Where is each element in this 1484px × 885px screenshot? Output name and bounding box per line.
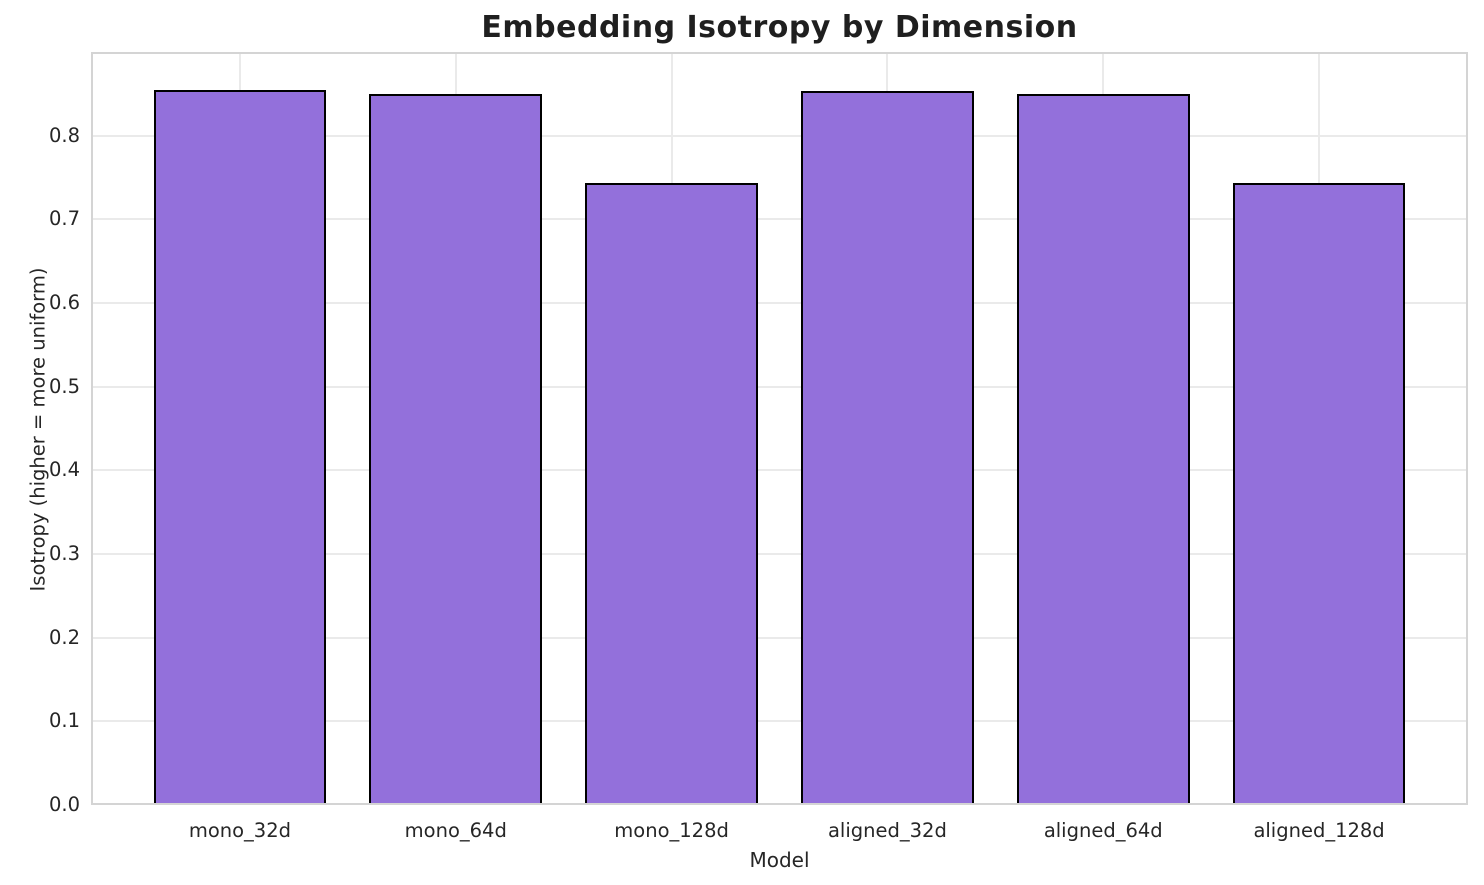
y-tick-0.2: 0.2 [48,625,80,649]
x-tick-mono_32d: mono_32d [188,819,291,842]
bar-aligned_32d [801,90,974,805]
y-tick-0.7: 0.7 [48,207,80,231]
x-tick-aligned_64d: aligned_64d [1043,819,1163,842]
y-tick-0.4: 0.4 [48,458,80,482]
chart-title: Embedding Isotropy by Dimension [481,10,1078,45]
bar-aligned_64d [1016,93,1190,805]
h-gridline-0.6 [91,302,1468,304]
h-gridline-0.2 [91,636,1468,639]
bar-mono_32d [153,89,327,805]
h-gridline-0.7 [91,218,1468,221]
x-tick-aligned_128d: aligned_128d [1253,819,1385,842]
x-tick-mono_64d: mono_64d [404,819,507,842]
y-tick-0.5: 0.5 [48,374,80,398]
y-tick-0.6: 0.6 [48,291,80,314]
x-axis-label: Model [749,848,810,872]
y-tick-0.3: 0.3 [48,542,80,565]
bar-aligned_128d [1232,183,1406,805]
h-gridline-0.4 [91,469,1468,472]
h-gridline-0.3 [91,553,1468,555]
y-tick-0.0: 0.0 [48,793,80,816]
bar-mono_64d [369,93,543,805]
h-gridline-0.5 [91,385,1468,388]
x-tick-mono_128d: mono_128d [614,819,729,842]
bar-mono_128d [585,183,758,805]
h-gridline-0.8 [91,134,1468,137]
x-tick-aligned_32d: aligned_32d [827,819,947,842]
y-tick-0.1: 0.1 [48,709,80,733]
h-gridline-0.1 [91,720,1468,723]
y-tick-0.8: 0.8 [48,123,80,147]
